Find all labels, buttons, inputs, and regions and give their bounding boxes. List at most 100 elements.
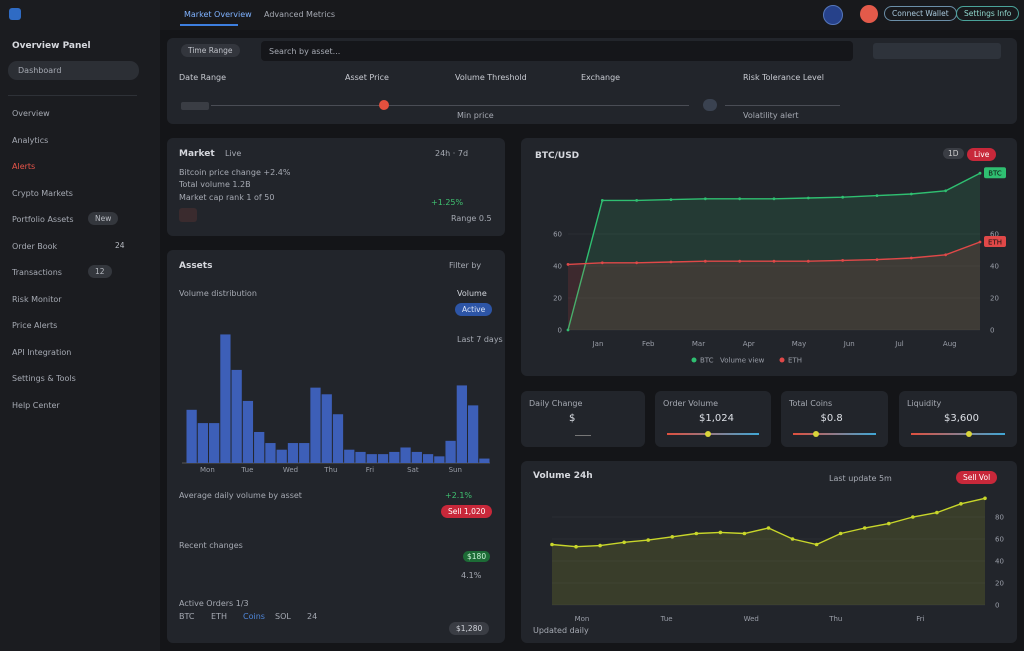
button[interactable]: Settings Info [956, 6, 1020, 21]
stat-row: Market cap rank 1 of 50 [179, 193, 275, 202]
stat-card: Daily Change $ [521, 391, 645, 447]
nav-item[interactable]: Crypto Markets [12, 188, 73, 198]
x-tick-label: May [792, 340, 806, 348]
chip[interactable]: Time Range [181, 44, 240, 57]
bar [310, 387, 321, 463]
card-value: $ [569, 413, 576, 424]
stat-row: Total volume 1.2B [179, 180, 251, 189]
bar [422, 454, 434, 463]
nav-item[interactable]: Portfolio Assets [12, 215, 74, 224]
point [566, 328, 570, 332]
bar [209, 423, 220, 463]
legend-label: BTC [700, 357, 714, 365]
card-thumb [813, 431, 820, 437]
nav-item[interactable]: Overview [12, 109, 50, 118]
bar [389, 451, 400, 463]
y-tick-label: 40 [990, 263, 999, 271]
bottom-item: ETH [211, 612, 227, 621]
button[interactable]: Live [967, 148, 997, 161]
tag: Volume [457, 289, 487, 298]
filter-label: Exchange [581, 73, 621, 82]
point [935, 510, 939, 515]
nav-item[interactable]: Risk Monitor [12, 294, 62, 304]
stat-row: Bitcoin price change +2.4% [179, 168, 291, 177]
button[interactable]: Sell Vol [956, 471, 998, 484]
card-title: Order Volume [663, 399, 719, 408]
topbar: Market Overview Advanced Metrics Connect… [160, 0, 1024, 30]
point [911, 515, 915, 519]
card-thumb [705, 431, 712, 437]
point [670, 535, 675, 539]
nav-item[interactable]: Analytics [12, 135, 49, 145]
bar [400, 447, 411, 463]
toggle[interactable] [703, 99, 717, 111]
nav-item[interactable]: Transactions [12, 268, 62, 277]
nav-item[interactable]: Help Center [12, 400, 60, 410]
logo [9, 8, 21, 20]
point [909, 192, 913, 196]
avatar[interactable] [860, 5, 878, 23]
card-track [667, 433, 759, 435]
x-tick-label: Jul [894, 340, 904, 348]
filter-label: Date Range [179, 73, 227, 82]
nav-item[interactable]: API Integration [12, 347, 72, 357]
y-tick-label: 0 [558, 327, 562, 335]
chart-meta: Last update 5m [829, 474, 892, 483]
x-tick-label: Wed [744, 615, 759, 623]
card-thumb [966, 431, 973, 437]
nav-badge: 12 [88, 265, 112, 278]
stat-card: Liquidity $3,600 [899, 391, 1017, 447]
volume-chart-panel: Volume 24h Last update 5m Sell Vol Updat… [521, 461, 1017, 643]
point [909, 256, 913, 260]
bar [242, 400, 254, 463]
button[interactable]: Active [455, 303, 493, 316]
card-track [575, 435, 591, 436]
panel-subtitle: Live [225, 149, 242, 158]
series-name: BTC [988, 170, 1002, 178]
point [806, 259, 810, 263]
x-tick-label: Jan [592, 340, 604, 348]
bar [254, 431, 265, 463]
point [598, 543, 602, 548]
y-tick-label: 20 [553, 295, 562, 303]
tab[interactable]: Market Overview [184, 10, 252, 19]
tab-underline [180, 24, 238, 26]
x-tick-label: Thu [323, 466, 337, 474]
card-title: Liquidity [907, 399, 942, 408]
series-name: ETH [988, 239, 1002, 247]
area [568, 173, 980, 330]
search-box[interactable]: Search by asset... [261, 41, 853, 61]
nav-badge: New [88, 212, 119, 225]
x-tick-label: Fri [366, 466, 374, 474]
point [669, 198, 673, 202]
point [622, 540, 626, 545]
chart-title: Volume 24h [533, 471, 593, 481]
point [772, 197, 776, 201]
bar [377, 454, 389, 463]
nav-item[interactable]: Alerts [12, 162, 36, 171]
point [841, 195, 845, 199]
nav-item[interactable]: Price Alerts [12, 321, 58, 330]
bar [434, 456, 445, 463]
avatar[interactable] [823, 5, 843, 25]
slider-thumb[interactable] [379, 100, 389, 110]
bar [445, 440, 456, 463]
area [568, 242, 980, 330]
range-control[interactable] [873, 43, 1001, 59]
x-tick-label: Apr [743, 340, 755, 348]
point [978, 240, 982, 244]
point [646, 538, 651, 542]
point [959, 502, 963, 506]
tab[interactable]: Advanced Metrics [264, 10, 336, 19]
sidebar-search[interactable]: Dashboard [8, 61, 139, 80]
nav-item[interactable]: Settings & Tools [12, 374, 76, 383]
card-track [911, 433, 1005, 435]
bar [321, 394, 332, 463]
button[interactable]: 1D [943, 148, 964, 159]
nav-item[interactable]: Order Book [12, 241, 58, 251]
bar [287, 443, 299, 463]
point [703, 197, 707, 201]
nav-badge: 24 [115, 240, 125, 250]
point [566, 263, 570, 266]
